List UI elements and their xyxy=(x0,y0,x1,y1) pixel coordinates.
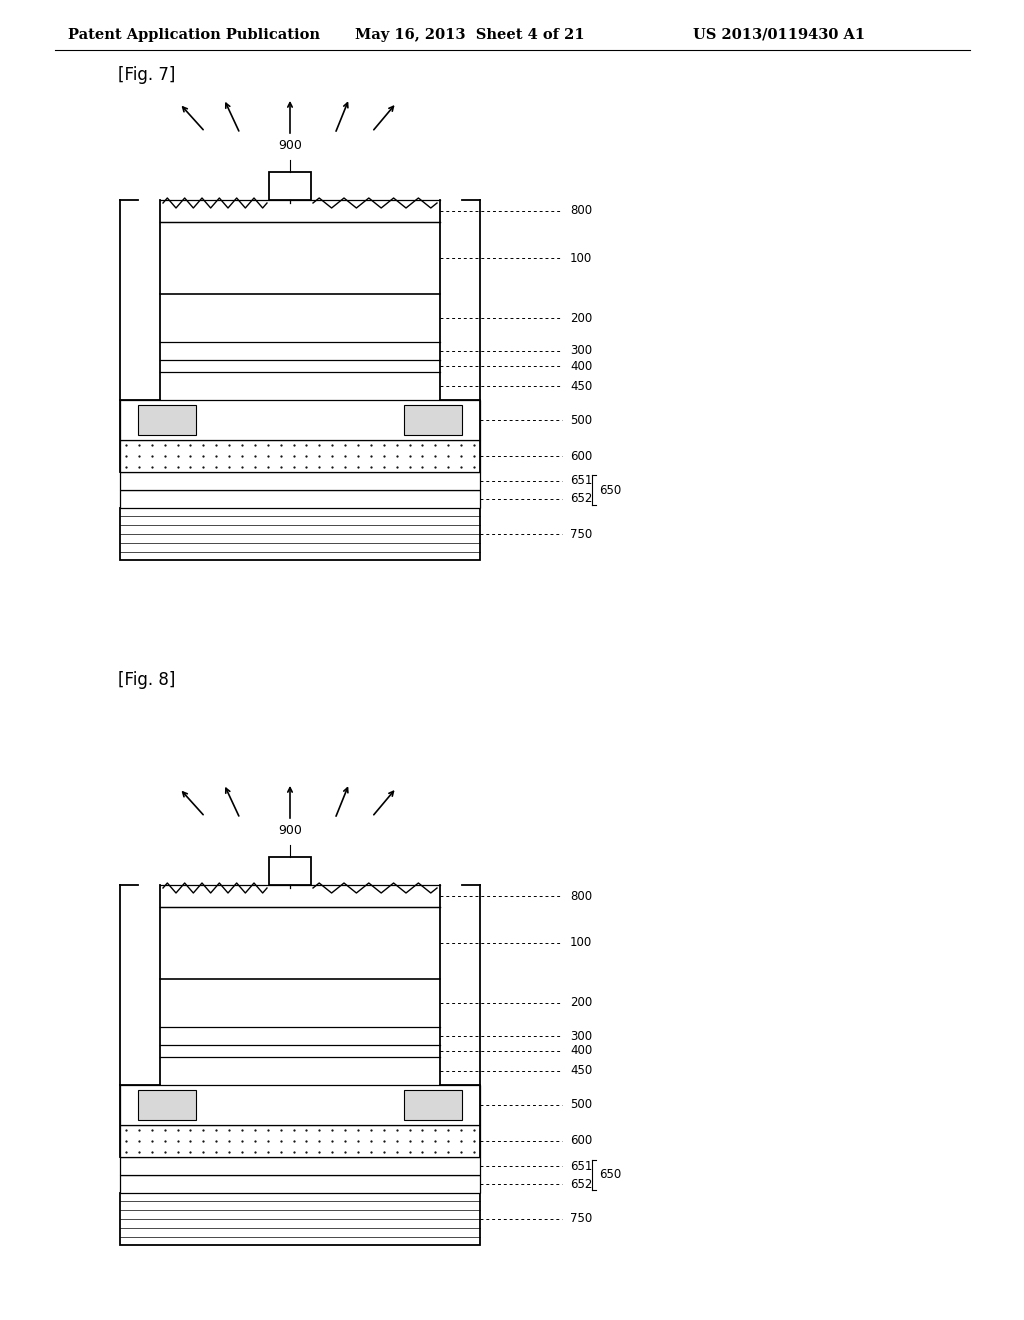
Text: 750: 750 xyxy=(570,528,592,540)
Text: 300: 300 xyxy=(570,1030,592,1043)
Bar xyxy=(120,1175,480,1193)
Text: 100: 100 xyxy=(570,936,592,949)
Bar xyxy=(138,405,196,436)
Text: 200: 200 xyxy=(570,312,592,325)
Bar xyxy=(120,508,480,560)
Bar xyxy=(120,1193,480,1245)
Bar xyxy=(120,440,480,473)
Bar xyxy=(138,1090,196,1119)
Bar xyxy=(404,1090,462,1119)
Text: 400: 400 xyxy=(570,1044,592,1057)
Text: 652: 652 xyxy=(570,492,592,506)
Text: [Fig. 7]: [Fig. 7] xyxy=(118,66,175,84)
Text: 650: 650 xyxy=(599,483,622,496)
Text: 651: 651 xyxy=(570,1159,592,1172)
Bar xyxy=(269,172,311,201)
Text: 450: 450 xyxy=(570,1064,592,1077)
Text: May 16, 2013  Sheet 4 of 21: May 16, 2013 Sheet 4 of 21 xyxy=(355,28,585,42)
Text: 600: 600 xyxy=(570,1134,592,1147)
Bar xyxy=(120,1158,480,1175)
Bar xyxy=(120,400,480,440)
Text: 500: 500 xyxy=(570,413,592,426)
Text: 300: 300 xyxy=(570,345,592,358)
Bar xyxy=(269,857,311,884)
Bar xyxy=(404,405,462,436)
Text: 650: 650 xyxy=(599,1168,622,1181)
Bar xyxy=(120,1125,480,1158)
Text: 651: 651 xyxy=(570,474,592,487)
Bar xyxy=(120,1085,480,1125)
Text: 800: 800 xyxy=(570,890,592,903)
Bar xyxy=(120,473,480,490)
Text: 800: 800 xyxy=(570,205,592,218)
Text: 900: 900 xyxy=(279,824,302,837)
Text: 900: 900 xyxy=(279,139,302,152)
Text: 200: 200 xyxy=(570,997,592,1010)
Bar xyxy=(120,490,480,508)
Text: US 2013/0119430 A1: US 2013/0119430 A1 xyxy=(693,28,865,42)
Text: Patent Application Publication: Patent Application Publication xyxy=(68,28,319,42)
Text: 100: 100 xyxy=(570,252,592,264)
Text: 450: 450 xyxy=(570,380,592,392)
Text: 652: 652 xyxy=(570,1177,592,1191)
Text: 750: 750 xyxy=(570,1213,592,1225)
Text: 600: 600 xyxy=(570,450,592,462)
Text: 400: 400 xyxy=(570,359,592,372)
Text: [Fig. 8]: [Fig. 8] xyxy=(118,671,175,689)
Text: 500: 500 xyxy=(570,1098,592,1111)
